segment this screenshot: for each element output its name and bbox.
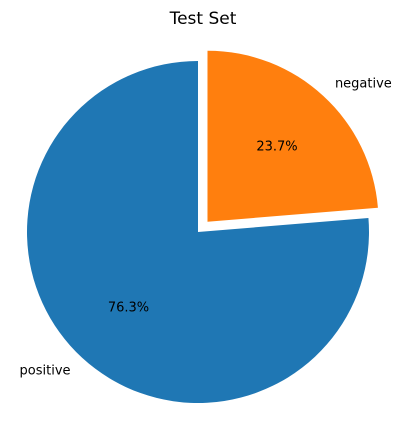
slice-label-positive: positive (20, 363, 71, 378)
pie-labels: negative 23.7% positive 76.3% (20, 76, 392, 378)
chart-title: Test Set (169, 9, 237, 29)
pie-slices (26, 50, 378, 403)
slice-label-negative: negative (335, 76, 392, 91)
pie-slice-negative (207, 50, 378, 222)
pie-slice-positive (26, 61, 370, 403)
slice-percent-positive: 76.3% (108, 300, 149, 315)
slice-percent-negative: 23.7% (256, 139, 297, 154)
